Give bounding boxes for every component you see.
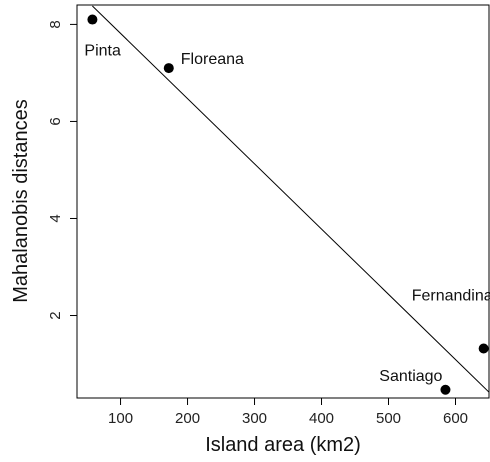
data-points [87, 14, 489, 395]
point-label: Floreana [181, 51, 244, 68]
point-label: Santiago [379, 368, 442, 385]
data-point [163, 63, 174, 74]
regression-line [92, 5, 490, 393]
point-labels: Pinta Floreana Fernandina Santiago [84, 43, 490, 385]
x-tick-label: 600 [443, 410, 468, 427]
y-axis: 2 4 6 8 [47, 20, 77, 320]
y-axis-title: Mahalanobis distances [10, 99, 32, 302]
data-point [440, 384, 451, 395]
x-tick-label: 100 [108, 410, 133, 427]
plot-frame [76, 4, 490, 399]
data-point [478, 343, 489, 354]
x-tick-label: 400 [309, 410, 334, 427]
data-point [87, 14, 98, 25]
x-tick-label: 300 [242, 410, 267, 427]
point-label: Fernandina [412, 288, 490, 305]
y-tick-label: 2 [47, 311, 64, 319]
x-tick-label: 500 [376, 410, 401, 427]
x-tick-label: 200 [175, 410, 200, 427]
y-tick-label: 8 [47, 20, 64, 28]
point-label: Pinta [84, 43, 121, 60]
y-tick-label: 4 [47, 214, 64, 222]
x-axis-title: Island area (km2) [205, 434, 361, 456]
x-axis: 100 200 300 400 500 600 [108, 398, 468, 427]
y-tick-label: 6 [47, 117, 64, 125]
